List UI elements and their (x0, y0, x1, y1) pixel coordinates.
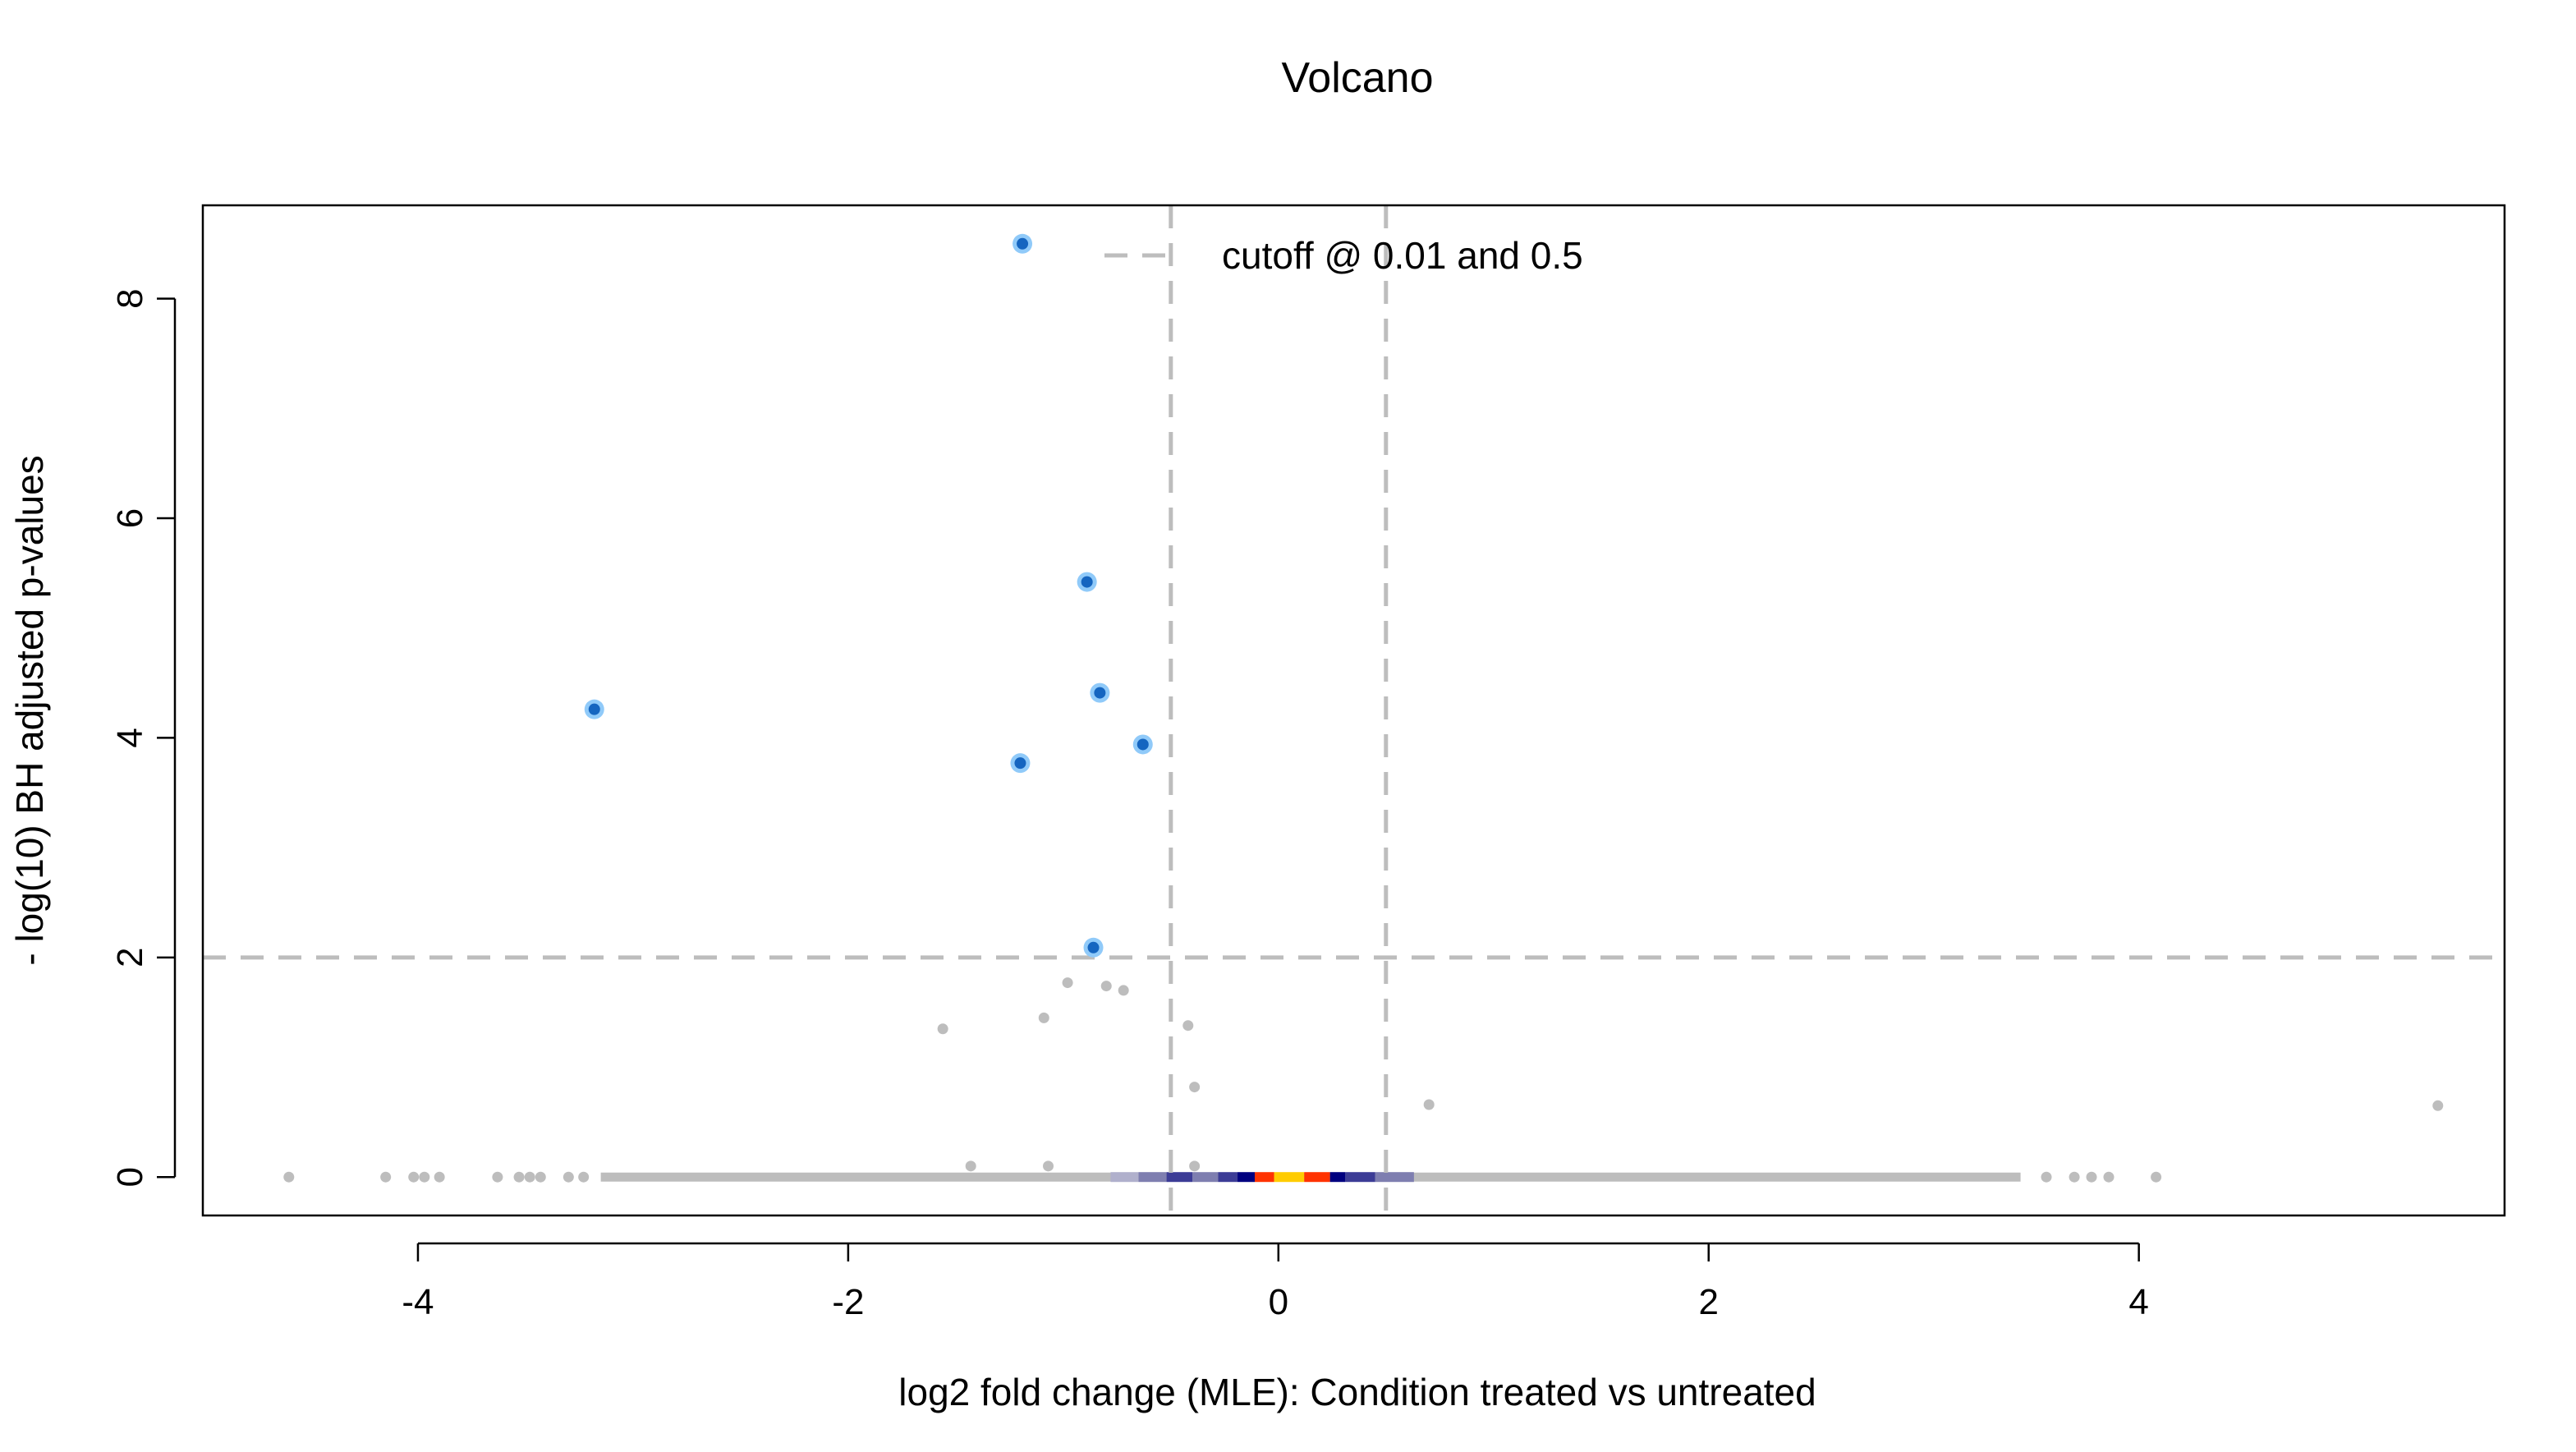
nonsignificant-point-24 (2041, 1171, 2052, 1183)
density-segment-11 (1345, 1172, 1375, 1183)
nonsignificant-point-13 (283, 1171, 295, 1183)
nonsignificant-point-28 (2151, 1171, 2162, 1183)
nonsignificant-point-17 (434, 1171, 445, 1183)
nonsignificant-point-26 (2086, 1171, 2097, 1183)
x-tick-label: 0 (1269, 1282, 1288, 1322)
y-tick-label: 6 (110, 508, 150, 528)
x-tick-label: 2 (1698, 1282, 1718, 1322)
y-tick-label: 4 (110, 728, 150, 747)
plot-area: cutoff @ 0.01 and 0.5 (203, 205, 2505, 1215)
density-segment-9 (1304, 1172, 1330, 1183)
nonsignificant-point-6 (937, 1023, 948, 1035)
nonsignificant-point-8 (1423, 1099, 1435, 1110)
nonsignificant-point-9 (2432, 1100, 2444, 1111)
nonsignificant-point-23 (578, 1171, 590, 1183)
nonsignificant-point-5 (1182, 1020, 1194, 1032)
legend-label: cutoff @ 0.01 and 0.5 (1222, 234, 1583, 277)
significant-point-6 (1010, 753, 1031, 774)
nonsignificant-point-18 (492, 1171, 503, 1183)
significant-point-core (588, 703, 600, 715)
significant-point-4 (584, 699, 604, 719)
significant-point-7 (1083, 937, 1104, 958)
y-tick-label: 8 (110, 288, 150, 308)
significant-point-core (1087, 941, 1100, 953)
nonsignificant-point-20 (524, 1171, 535, 1183)
nonsignificant-point-10 (965, 1160, 976, 1172)
nonsignificant-point-4 (1038, 1012, 1049, 1023)
nonsignificant-point-19 (513, 1171, 525, 1183)
nonsignificant-point-21 (535, 1171, 546, 1183)
density-segment-3 (1166, 1172, 1193, 1183)
density-segment-1 (1110, 1172, 1139, 1183)
nonsignificant-point-14 (380, 1171, 392, 1183)
x-tick-label: 4 (2128, 1282, 2148, 1322)
plot-frame (201, 204, 2506, 1217)
density-segment-12 (1375, 1172, 1414, 1183)
significant-point-5 (1132, 734, 1153, 755)
nonsignificant-point-16 (419, 1171, 430, 1183)
density-segment-5 (1218, 1172, 1238, 1183)
y-tick-label: 0 (110, 1167, 150, 1187)
density-segment-7 (1254, 1172, 1274, 1183)
nonsignificant-point-22 (562, 1171, 574, 1183)
density-segment-4 (1192, 1172, 1219, 1183)
nonsignificant-point-15 (408, 1171, 420, 1183)
density-segment-8 (1274, 1172, 1305, 1183)
nonsignificant-point-27 (2103, 1171, 2115, 1183)
chart-title: Volcano (1281, 54, 1433, 102)
nonsignificant-point-11 (1043, 1160, 1054, 1172)
x-axis-label: log2 fold change (MLE): Condition treate… (898, 1371, 1816, 1413)
y-axis-label: - log(10) BH adjusted p-values (8, 455, 51, 965)
significant-point-2 (1077, 572, 1097, 592)
density-segment-6 (1237, 1172, 1255, 1183)
significant-point-core (1017, 237, 1029, 250)
nonsignificant-point-12 (1189, 1160, 1201, 1172)
nonsignificant-point-25 (2069, 1171, 2080, 1183)
significant-point-core (1081, 576, 1093, 588)
x-tick-label: -2 (832, 1282, 864, 1322)
nonsignificant-point-1 (1062, 977, 1073, 989)
axes: -4 -2 0 2 4 0 2 4 6 8 (110, 204, 2506, 1322)
significant-point-core (1094, 687, 1106, 699)
significant-point-core (1014, 757, 1026, 770)
nonsignificant-point-3 (1118, 985, 1129, 996)
density-segment-10 (1329, 1172, 1346, 1183)
x-tick-label: -4 (402, 1282, 434, 1322)
nonsignificant-point-2 (1100, 981, 1112, 992)
y-tick-label: 2 (110, 948, 150, 967)
density-segment-2 (1138, 1172, 1167, 1183)
nonsignificant-point-7 (1189, 1082, 1201, 1093)
significant-point-1 (1012, 233, 1033, 254)
significant-point-3 (1090, 682, 1110, 703)
significant-point-core (1136, 738, 1149, 751)
